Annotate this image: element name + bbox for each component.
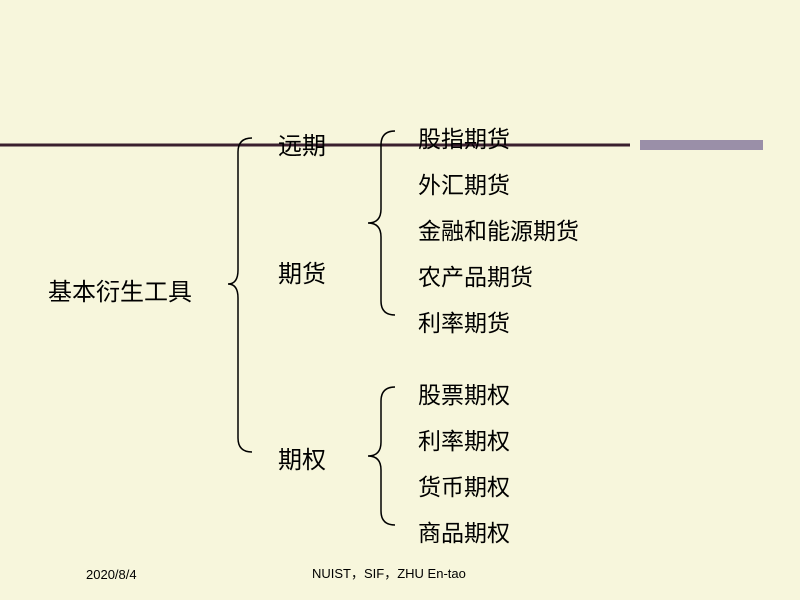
leaf-futures-2: 金融和能源期货	[418, 212, 579, 246]
root-label: 基本衍生工具	[48, 272, 192, 307]
node-options: 期权	[278, 440, 326, 475]
slide: 基本衍生工具 远期 期货 期权 股指期货 外汇期货 金融和能源期货 农产品期货 …	[0, 0, 800, 600]
footer-date: 2020/8/4	[86, 567, 137, 582]
leaf-futures-1: 外汇期货	[418, 166, 510, 200]
node-futures: 期货	[278, 254, 326, 289]
leaf-futures-3: 农产品期货	[418, 258, 533, 292]
leaf-options-2: 货币期权	[418, 468, 510, 502]
leaf-options-0: 股票期权	[418, 376, 510, 410]
footer-center: NUIST，SIF，ZHU En-tao	[312, 563, 466, 582]
leaf-options-3: 商品期权	[418, 514, 510, 548]
leaf-futures-4: 利率期货	[418, 304, 510, 338]
leaf-options-1: 利率期权	[418, 422, 510, 456]
leaf-futures-0: 股指期货	[418, 120, 510, 154]
node-forward: 远期	[278, 126, 326, 161]
